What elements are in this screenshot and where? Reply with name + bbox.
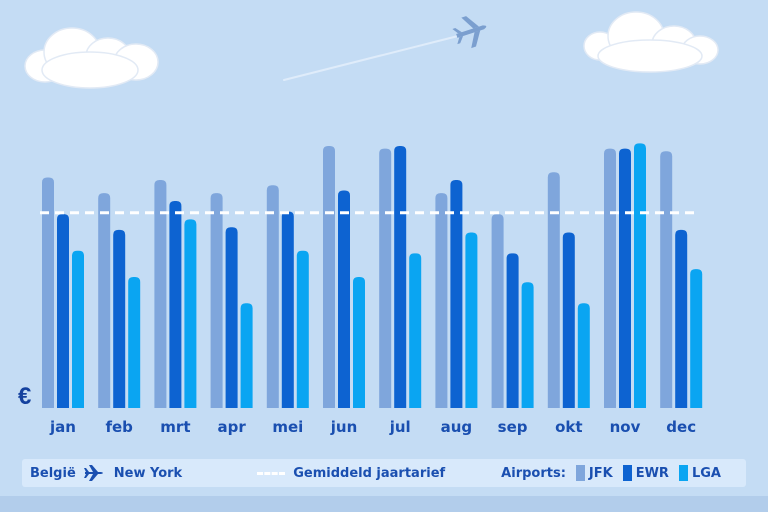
bar-okt-ewr <box>562 232 575 408</box>
month-labels: jan feb mrt apr mei jun jul aug sep okt nov dec <box>49 418 696 436</box>
bar-apr-ewr <box>225 227 238 408</box>
month-label-feb: feb <box>105 418 133 436</box>
month-label-jun: jun <box>330 418 358 436</box>
cloud-right-icon <box>583 11 719 73</box>
month-label-nov: nov <box>610 418 641 436</box>
bar-apr-jfk <box>210 193 223 408</box>
legend-airport-lga: LGA <box>691 465 721 481</box>
bar-sep-ewr <box>506 253 519 408</box>
month-label-jan: jan <box>49 418 76 436</box>
bar-jun-jfk <box>323 146 335 408</box>
bar-jul-lga <box>409 253 422 408</box>
bar-nov-ewr <box>619 148 631 408</box>
legend-airports-label: Airports: <box>501 465 566 481</box>
cloud-left-icon <box>24 27 159 89</box>
legend-destination: New York <box>113 465 183 481</box>
bar-okt-lga <box>577 303 590 408</box>
bar-nov-jfk <box>604 148 616 408</box>
month-label-aug: aug <box>441 418 473 436</box>
bottom-strip <box>0 496 768 512</box>
bar-mrt-lga <box>184 219 197 408</box>
bar-jul-jfk <box>379 148 392 408</box>
bar-feb-ewr <box>113 229 126 408</box>
month-label-sep: sep <box>498 418 528 436</box>
swatch-ewr <box>622 465 632 481</box>
legend-route: België New York <box>30 465 182 481</box>
bar-jun-lga <box>353 277 365 408</box>
bar-jun-ewr <box>338 190 350 408</box>
bar-sep-jfk <box>491 214 504 408</box>
bar-jan-lga <box>72 250 84 408</box>
bar-dec-lga <box>690 269 703 408</box>
legend-airport-ewr: EWR <box>635 465 669 481</box>
bar-mrt-ewr <box>169 201 182 408</box>
bar-jul-ewr <box>394 146 407 408</box>
legend: België New York Gemiddeld jaartarief Air… <box>22 459 746 487</box>
bar-jan-jfk <box>42 177 54 408</box>
bar-okt-jfk <box>547 172 560 408</box>
swatch-lga <box>678 465 688 481</box>
bar-aug-ewr <box>450 180 463 408</box>
currency-symbol: € <box>18 383 31 410</box>
bar-feb-jfk <box>98 193 111 408</box>
airplane-icon <box>83 465 103 481</box>
legend-average: Gemiddeld jaartarief <box>257 466 445 481</box>
month-label-dec: dec <box>666 418 696 436</box>
legend-origin: België <box>30 465 76 481</box>
bars-group <box>42 143 703 409</box>
month-label-jul: jul <box>389 418 411 436</box>
bar-dec-ewr <box>675 229 688 408</box>
bar-apr-lga <box>240 303 253 408</box>
legend-airports: Airports: JFK EWR LGA <box>501 465 721 481</box>
swatch-jfk <box>575 465 585 481</box>
bar-jan-ewr <box>57 214 69 408</box>
bar-aug-jfk <box>435 193 448 408</box>
bar-nov-lga <box>634 143 646 408</box>
legend-average-label: Gemiddeld jaartarief <box>293 465 446 481</box>
bar-aug-lga <box>465 232 478 408</box>
month-label-mei: mei <box>272 418 303 436</box>
bar-dec-jfk <box>660 151 673 409</box>
legend-airport-jfk: JFK <box>588 465 613 481</box>
bar-mei-ewr <box>281 211 294 408</box>
month-label-mrt: mrt <box>160 418 190 436</box>
month-label-okt: okt <box>555 418 582 436</box>
bar-mrt-jfk <box>154 180 167 408</box>
bar-mei-jfk <box>266 185 279 408</box>
bar-mei-lga <box>296 250 309 408</box>
month-label-apr: apr <box>217 418 246 436</box>
contrail <box>283 35 459 81</box>
bar-feb-lga <box>128 277 141 408</box>
airplane-icon <box>452 16 487 49</box>
dashed-line-swatch <box>257 471 286 475</box>
bar-sep-lga <box>521 282 534 408</box>
